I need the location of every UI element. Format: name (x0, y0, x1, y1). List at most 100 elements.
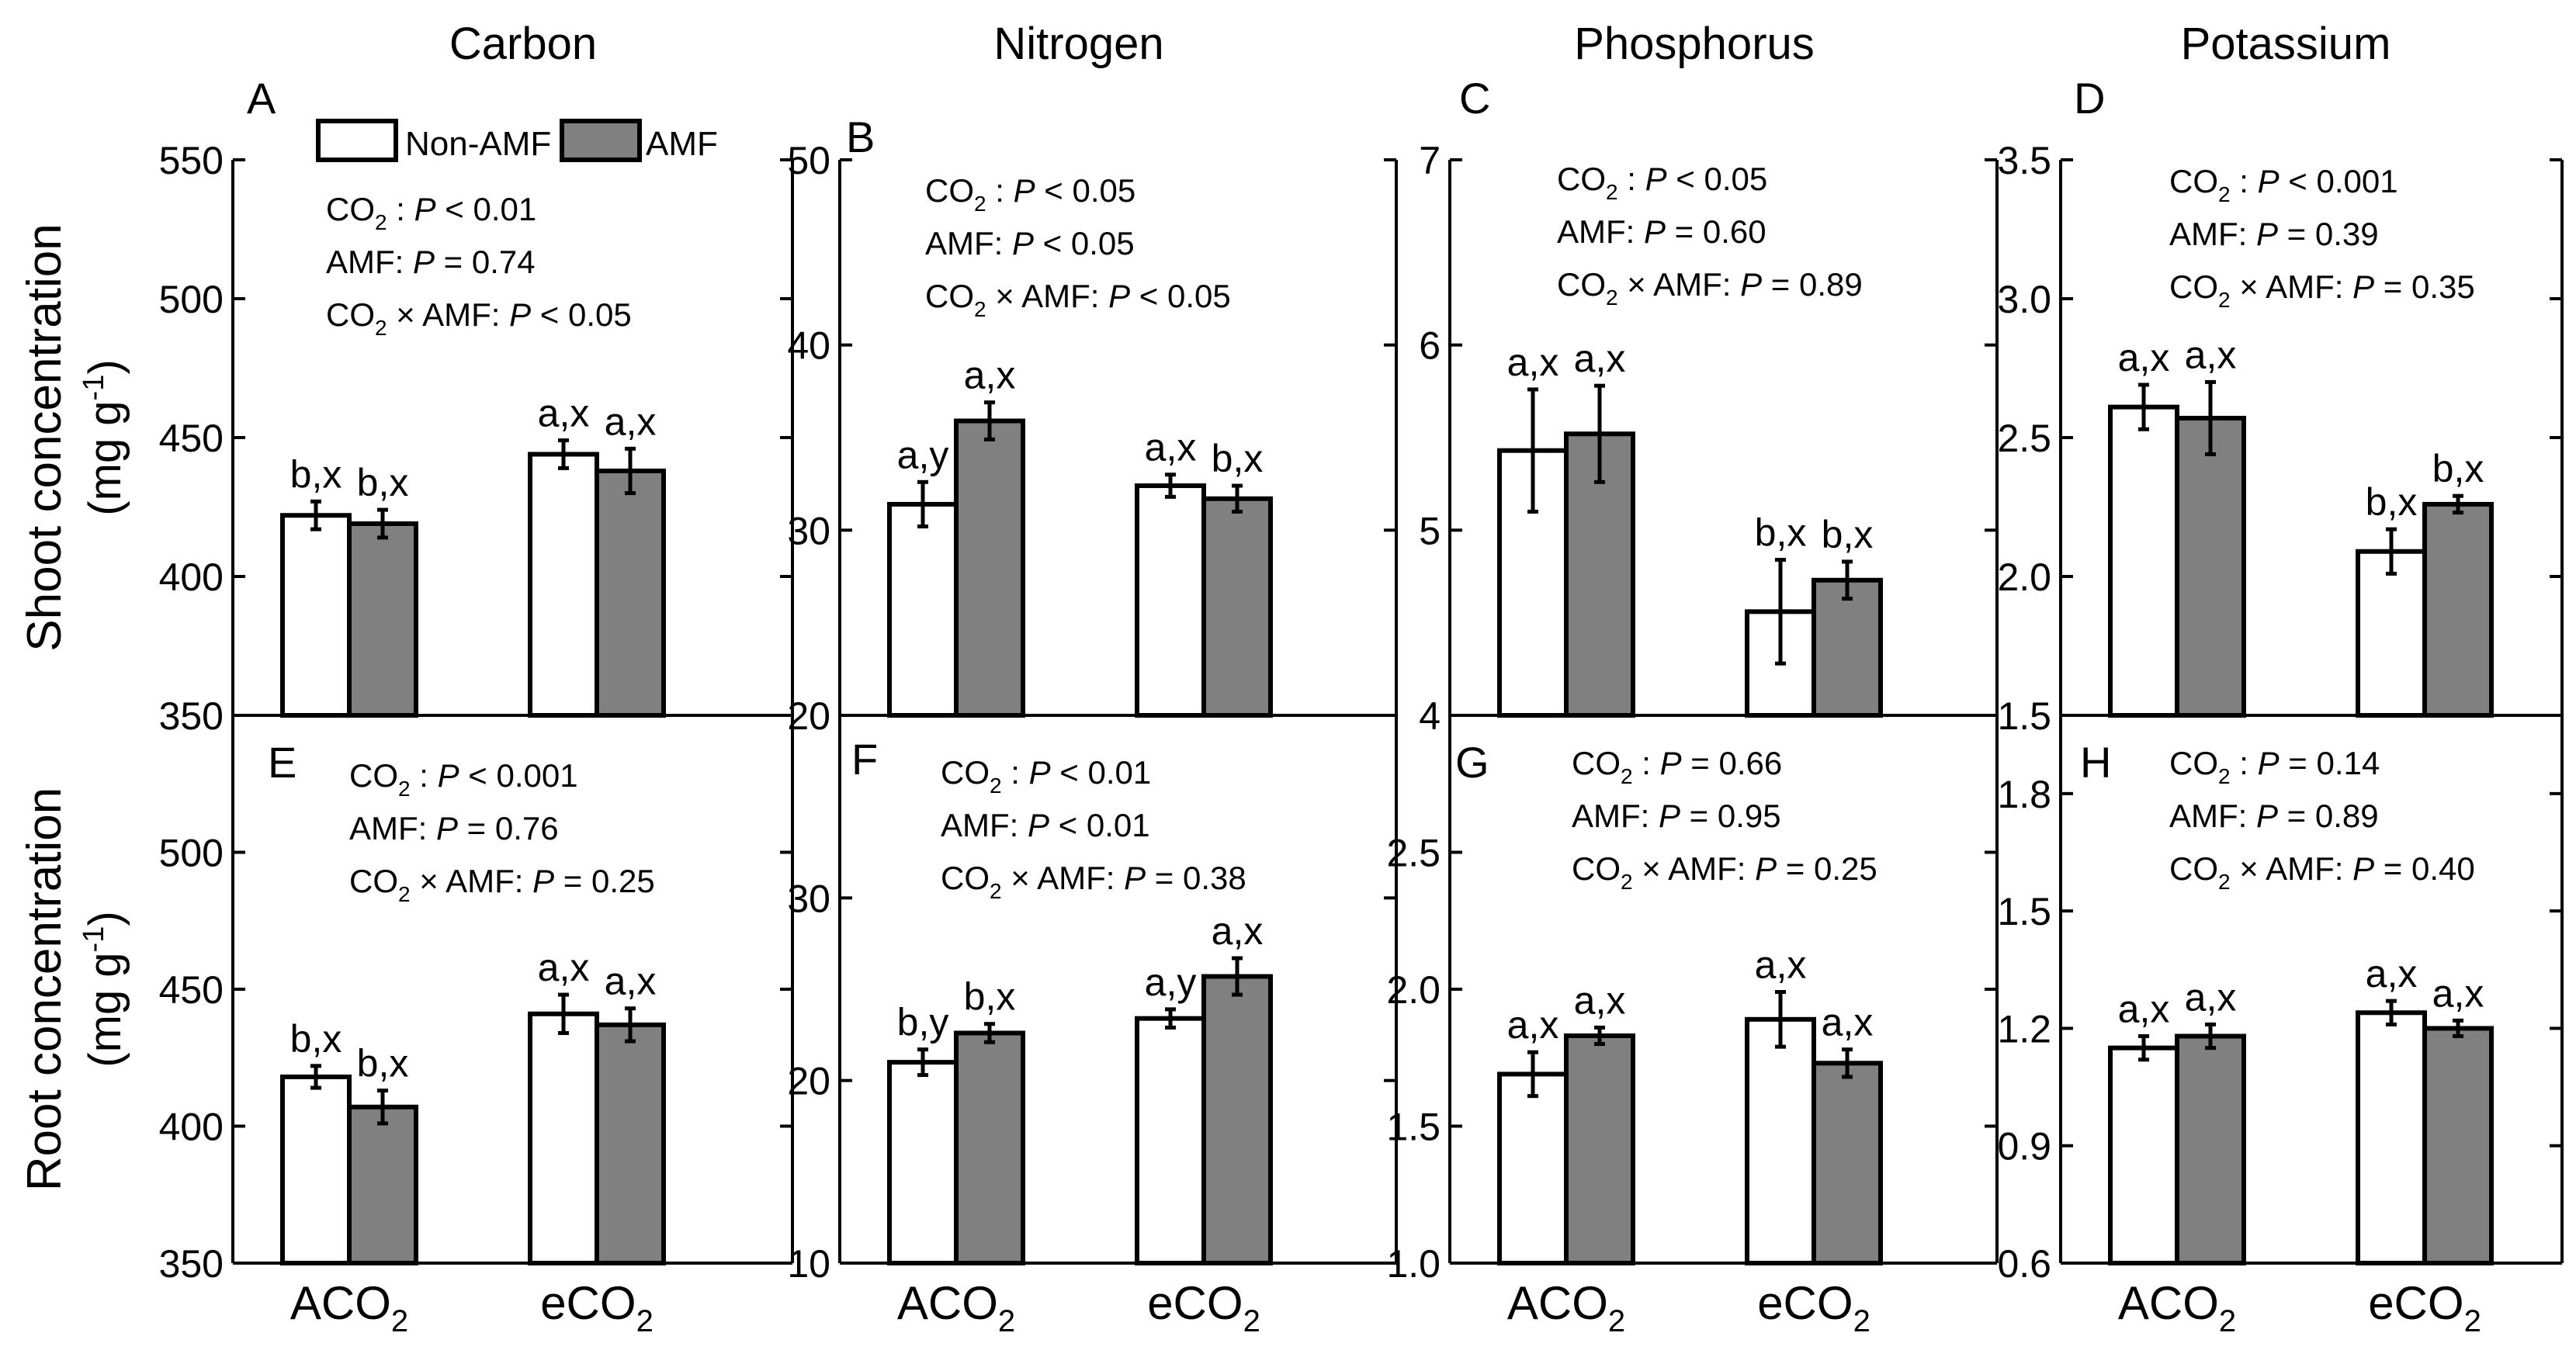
stat-p-value: = 0.95 (1680, 798, 1781, 834)
stat-p-value: = 0.25 (554, 863, 655, 899)
panel-g-sig-label: a,x (1507, 1003, 1559, 1047)
stat-term-sub: 2 (1606, 286, 1618, 310)
panel-c-stat-0: CO2 : P < 0.05 (1557, 161, 1767, 204)
panel-h-sig-label: a,x (2185, 975, 2237, 1019)
stat-term-rest: × AMF: (1002, 860, 1125, 896)
stat-term: CO (1557, 266, 1606, 303)
panel-a-ytick-label: 450 (159, 417, 224, 460)
row-unit-label: (mg g-1) (78, 911, 130, 1067)
panel-b-stat-1: AMF: P < 0.05 (925, 225, 1135, 261)
stat-p-letter: P (414, 191, 436, 227)
panel-f-sig-label: b,y (897, 1001, 949, 1044)
panel-h-ytick-label: 0.6 (1997, 1242, 2051, 1286)
panel-g-ytick-label: 1.5 (1386, 1106, 1441, 1149)
panel-a-bar-amf-1 (595, 468, 666, 718)
panel-f-stat-1: AMF: P < 0.01 (941, 807, 1150, 843)
stat-p-value: < 0.01 (1051, 754, 1152, 791)
row-title-shoot: Shoot concentration (18, 223, 71, 652)
panel-e-category-label: eCO2 (540, 1277, 654, 1338)
stat-term-sub: 2 (974, 192, 986, 216)
panel-e-sig-label: b,x (357, 1042, 409, 1085)
stat-term-rest: : (1633, 745, 1660, 781)
panel-e-sig-label: b,x (290, 1017, 342, 1061)
panel-g-bar-non-amf-0 (1497, 1071, 1569, 1266)
panel-g-bar-amf-0 (1564, 1033, 1635, 1265)
panel-d: 1.5 2.0 2.5 3.0 3.5 a,x a,x b,x b,x D (1997, 74, 2564, 738)
column-title-nitrogen: Nitrogen (993, 19, 1163, 69)
panel-f-category-label: ACO2 (897, 1277, 1015, 1338)
panel-e-stat-2: CO2 × AMF: P = 0.25 (349, 863, 655, 906)
panel-h-letter: H (2080, 738, 2111, 787)
panel-e-bar-non-amf-0 (280, 1074, 352, 1265)
stat-term: CO (941, 860, 990, 896)
panel-f-sig-label: b,x (964, 975, 1016, 1019)
stat-term: AMF: (941, 807, 1028, 843)
stat-term-sub: 2 (398, 882, 411, 906)
panel-g-sig-label: a,x (1822, 1001, 1874, 1044)
stat-p-letter: P (2256, 216, 2278, 252)
stat-p-letter: P (1660, 745, 1682, 781)
stat-p-letter: P (1029, 754, 1051, 791)
panel-c-letter: C (1459, 74, 1490, 123)
stat-p-letter: P (1740, 266, 1762, 303)
panel-c-sig-label: a,x (1507, 341, 1559, 384)
panel-e-ytick-label: 350 (159, 1242, 224, 1286)
row-title-root: Root concentration (18, 788, 71, 1191)
panel-f-sig-label: a,y (1145, 961, 1197, 1004)
stat-term: CO (2169, 745, 2218, 781)
stat-p-value: = 0.38 (1146, 860, 1246, 896)
stat-term-rest: : (986, 172, 1014, 209)
panel-g-letter: G (1455, 738, 1489, 787)
panel-d-sig-label: a,x (2118, 336, 2170, 379)
panel-h-stat-0: CO2 : P = 0.14 (2169, 745, 2380, 788)
stat-p-value: < 0.05 (1667, 161, 1768, 197)
stat-p-letter: P (532, 863, 554, 899)
panel-h-bar-amf-0 (2175, 1033, 2246, 1265)
panel-c-ytick-label: 6 (1419, 324, 1441, 368)
panel-f-sig-label: a,x (1212, 909, 1264, 953)
stat-p-value: = 0.76 (458, 810, 559, 846)
stat-p-letter: P (1755, 850, 1777, 887)
stat-p-value: = 0.74 (435, 244, 536, 280)
panel-h-sig-label: a,x (2366, 952, 2418, 995)
category-text: ACO (2118, 1277, 2219, 1329)
stat-term-rest: × AMF: (411, 863, 533, 899)
category-sub: 2 (636, 1304, 654, 1338)
panel-d-ytick-label: 2.5 (1997, 417, 2051, 460)
stat-term-sub: 2 (1621, 764, 1633, 788)
legend-swatch-amf (560, 119, 642, 162)
panel-h-ytick-label: 1.8 (1997, 773, 2051, 816)
stat-p-value: < 0.05 (1035, 172, 1136, 209)
stat-term: CO (925, 172, 974, 209)
stat-p-value: = 0.40 (2374, 850, 2475, 887)
column-title-carbon: Carbon (449, 19, 597, 69)
panel-b-sig-label: a,y (897, 433, 949, 476)
category-text: eCO (2368, 1277, 2463, 1329)
stat-term: CO (2169, 163, 2218, 199)
stat-p-value: = 0.66 (1682, 745, 1783, 781)
panel-a-ytick-label: 350 (159, 694, 224, 738)
stat-p-value: = 0.39 (2278, 216, 2379, 252)
panel-b-ytick-label: 40 (787, 324, 830, 368)
stat-term: CO (2169, 850, 2218, 887)
stat-p-letter: P (2258, 745, 2280, 781)
panel-a-letter: A (247, 74, 276, 123)
panel-b-letter: B (846, 112, 875, 161)
stat-p-letter: P (436, 810, 458, 846)
stat-p-letter: P (1659, 798, 1680, 834)
column-title-potassium: Potassium (2181, 19, 2391, 69)
panel-c-sig-label: b,x (1755, 511, 1807, 555)
stat-p-letter: P (509, 296, 531, 333)
column-title-phosphorus: Phosphorus (1574, 19, 1815, 69)
panel-b-stat-0: CO2 : P < 0.05 (925, 172, 1135, 216)
panel-f-ytick-label: 30 (787, 877, 830, 920)
panel-c-sig-label: a,x (1574, 337, 1626, 380)
stat-p-value: = 0.35 (2374, 268, 2475, 305)
stat-p-letter: P (413, 244, 435, 280)
panel-a-sig-label: b,x (357, 461, 409, 504)
panel-g-stat-2: CO2 × AMF: P = 0.25 (1572, 850, 1877, 894)
panel-d-ytick-label: 3.5 (1997, 139, 2051, 182)
